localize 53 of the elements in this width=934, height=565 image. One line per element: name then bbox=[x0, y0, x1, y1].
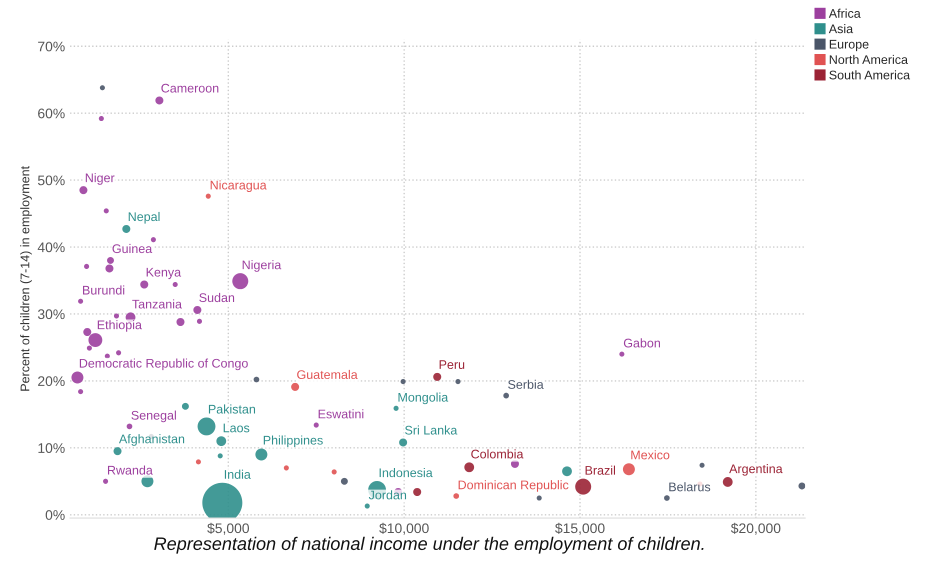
legend-label: South America bbox=[829, 70, 910, 80]
data-label: Kenya bbox=[146, 268, 182, 280]
data-label: Niger bbox=[86, 173, 114, 185]
y-tick-label: 30% bbox=[38, 309, 65, 320]
text: Representation of national income under the employment of children. bbox=[154, 536, 704, 554]
data-label: Dominican Republic bbox=[458, 480, 568, 492]
data-label: Colombia bbox=[471, 449, 524, 458]
data-label: Nepal bbox=[128, 212, 160, 224]
y-tick-label: 0% bbox=[46, 510, 65, 520]
x-tick-label: $15,000 bbox=[555, 522, 605, 535]
legend-label: North America bbox=[830, 54, 908, 64]
data-label: Gabon bbox=[624, 338, 660, 348]
data-label: Nicaragua bbox=[210, 180, 267, 192]
y-tick-label: 50% bbox=[38, 175, 65, 186]
data-label: Philippines bbox=[264, 435, 323, 448]
data-label: Tanzania bbox=[132, 299, 182, 309]
y-axis-title: Percent of children (7-14) in employment bbox=[20, 166, 32, 391]
x-tick-label: $20,000 bbox=[730, 522, 780, 535]
data-label: Serbia bbox=[508, 380, 544, 389]
data-label: Cameroon bbox=[161, 84, 218, 93]
data-label: Rwanda bbox=[108, 465, 153, 475]
data-label: Sri Lanka bbox=[405, 425, 458, 435]
data-label: Brazil bbox=[586, 466, 615, 475]
data-label: Afghanistan bbox=[118, 434, 184, 446]
data-label: Sudan bbox=[199, 292, 234, 302]
legend-label: Asia bbox=[828, 24, 854, 34]
y-tick-label: 60% bbox=[38, 108, 65, 118]
data-label: Mexico bbox=[631, 450, 670, 460]
data-label: Nigeria bbox=[242, 260, 282, 272]
x-tick-label: $10,000 bbox=[379, 522, 429, 535]
y-tick-label: 20% bbox=[38, 376, 65, 386]
data-label: India bbox=[224, 470, 251, 479]
data-label: Pakistan bbox=[208, 404, 256, 414]
data-label: Argentina bbox=[729, 464, 783, 476]
legend-label: Africa bbox=[828, 8, 861, 18]
data-label: Indonesia bbox=[380, 468, 433, 478]
data-label: Belarus bbox=[669, 482, 710, 492]
data-label: Peru bbox=[440, 360, 464, 370]
data-label: Eswatini bbox=[318, 409, 364, 418]
legend-label: Europe bbox=[830, 40, 869, 52]
y-tick-label: 70% bbox=[38, 42, 65, 52]
data-label: Guinea bbox=[112, 244, 152, 254]
data-label: Laos bbox=[224, 424, 250, 432]
data-label: Democratic Republic of Congo bbox=[80, 358, 248, 370]
y-tick-label: 40% bbox=[38, 242, 65, 252]
data-label: Senegal bbox=[131, 410, 176, 422]
x-tick-label: $5,000 bbox=[207, 522, 250, 535]
data-label: Mongolia bbox=[398, 392, 448, 404]
data-label: Ethiopia bbox=[98, 320, 142, 332]
data-label: Guatemala bbox=[297, 370, 358, 380]
data-label: Burundi bbox=[83, 285, 124, 295]
data-label: Jordan bbox=[368, 490, 406, 500]
y-tick-label: 10% bbox=[38, 443, 65, 453]
